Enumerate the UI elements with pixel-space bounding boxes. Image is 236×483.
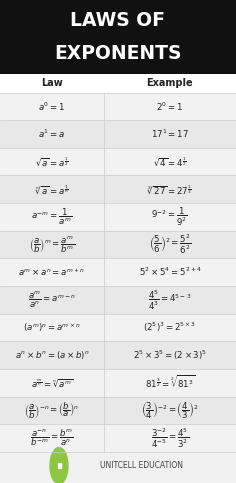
Text: UNITCELL EDUCATION: UNITCELL EDUCATION: [100, 461, 183, 470]
FancyBboxPatch shape: [0, 369, 236, 397]
Text: $(a^m)^n = a^{m \times n}$: $(a^m)^n = a^{m \times n}$: [23, 321, 81, 334]
Text: $2^0 = 1$: $2^0 = 1$: [156, 100, 183, 113]
FancyBboxPatch shape: [0, 258, 236, 286]
FancyBboxPatch shape: [0, 120, 236, 148]
Text: $\left(\dfrac{a}{b}\right)^{-n} = \left(\dfrac{b}{a}\right)^n$: $\left(\dfrac{a}{b}\right)^{-n} = \left(…: [24, 400, 80, 421]
Text: $\dfrac{4^5}{4^3} = 4^{5-3}$: $\dfrac{4^5}{4^3} = 4^{5-3}$: [148, 288, 192, 312]
Text: Law: Law: [41, 78, 63, 88]
Text: █: █: [57, 463, 61, 469]
FancyBboxPatch shape: [0, 424, 236, 452]
Text: $(2^5)^3 = 2^{5 \times 3}$: $(2^5)^3 = 2^{5 \times 3}$: [143, 321, 197, 334]
Text: $81^{\frac{3}{2}} = \sqrt[2]{81^3}$: $81^{\frac{3}{2}} = \sqrt[2]{81^3}$: [145, 374, 195, 391]
FancyBboxPatch shape: [0, 175, 236, 203]
Text: LAWS OF: LAWS OF: [71, 11, 165, 30]
Text: $\dfrac{a^{-n}}{b^{-m}} = \dfrac{b^m}{a^n}$: $\dfrac{a^{-n}}{b^{-m}} = \dfrac{b^m}{a^…: [30, 427, 74, 448]
Text: $9^{-2} = \dfrac{1}{9^2}$: $9^{-2} = \dfrac{1}{9^2}$: [152, 206, 188, 228]
Circle shape: [50, 448, 68, 483]
Text: $a^0 = 1$: $a^0 = 1$: [38, 100, 65, 113]
Text: $\sqrt{4} = 4^{\frac{1}{2}}$: $\sqrt{4} = 4^{\frac{1}{2}}$: [153, 156, 187, 168]
FancyBboxPatch shape: [0, 313, 236, 341]
Text: $\left(\dfrac{a}{b}\right)^m = \dfrac{a^m}{b^m}$: $\left(\dfrac{a}{b}\right)^m = \dfrac{a^…: [29, 234, 75, 255]
FancyBboxPatch shape: [0, 148, 236, 175]
Text: $a^m \times a^n = a^{m+n}$: $a^m \times a^n = a^{m+n}$: [18, 266, 85, 278]
FancyBboxPatch shape: [0, 397, 236, 424]
Text: $\dfrac{a^m}{a^n} = a^{m-n}$: $\dfrac{a^m}{a^n} = a^{m-n}$: [28, 289, 76, 310]
Text: $\sqrt[n]{a} = a^{\frac{1}{n}}$: $\sqrt[n]{a} = a^{\frac{1}{n}}$: [35, 183, 69, 196]
Text: $a^1 = a$: $a^1 = a$: [38, 128, 65, 140]
Text: $\dfrac{3^{-2}}{4^{-5}} = \dfrac{4^5}{3^2}$: $\dfrac{3^{-2}}{4^{-5}} = \dfrac{4^5}{3^…: [151, 426, 189, 450]
FancyBboxPatch shape: [0, 203, 236, 231]
Text: $a^{-m} = \dfrac{1}{a^m}$: $a^{-m} = \dfrac{1}{a^m}$: [31, 207, 72, 227]
Text: $\left(\dfrac{3}{4}\right)^{-2} = \left(\dfrac{4}{3}\right)^2$: $\left(\dfrac{3}{4}\right)^{-2} = \left(…: [141, 400, 199, 421]
Text: $5^2 \times 5^4 = 5^{2+4}$: $5^2 \times 5^4 = 5^{2+4}$: [139, 266, 201, 278]
Text: $a^n \times b^n = (a \times b)^n$: $a^n \times b^n = (a \times b)^n$: [15, 349, 89, 361]
FancyBboxPatch shape: [0, 452, 236, 480]
Text: $a^{\frac{m}{n}} = \sqrt[n]{a^m}$: $a^{\frac{m}{n}} = \sqrt[n]{a^m}$: [30, 377, 73, 388]
Text: $2^5 \times 3^5 = (2 \times 3)^5$: $2^5 \times 3^5 = (2 \times 3)^5$: [133, 348, 207, 362]
FancyBboxPatch shape: [0, 341, 236, 369]
Text: Example: Example: [147, 78, 193, 88]
Text: $\sqrt{a} = a^{\frac{1}{2}}$: $\sqrt{a} = a^{\frac{1}{2}}$: [35, 156, 69, 168]
FancyBboxPatch shape: [0, 74, 236, 93]
Text: EXPONENTS: EXPONENTS: [54, 44, 182, 63]
FancyBboxPatch shape: [0, 93, 236, 120]
Text: $\left(\dfrac{5}{6}\right)^2 = \dfrac{5^2}{6^2}$: $\left(\dfrac{5}{6}\right)^2 = \dfrac{5^…: [149, 233, 191, 256]
Text: $17^1 = 17$: $17^1 = 17$: [151, 128, 189, 140]
FancyBboxPatch shape: [0, 231, 236, 258]
FancyBboxPatch shape: [0, 0, 236, 74]
Text: $\sqrt[3]{27} = 27^{\frac{1}{3}}$: $\sqrt[3]{27} = 27^{\frac{1}{3}}$: [148, 183, 192, 196]
FancyBboxPatch shape: [0, 286, 236, 313]
